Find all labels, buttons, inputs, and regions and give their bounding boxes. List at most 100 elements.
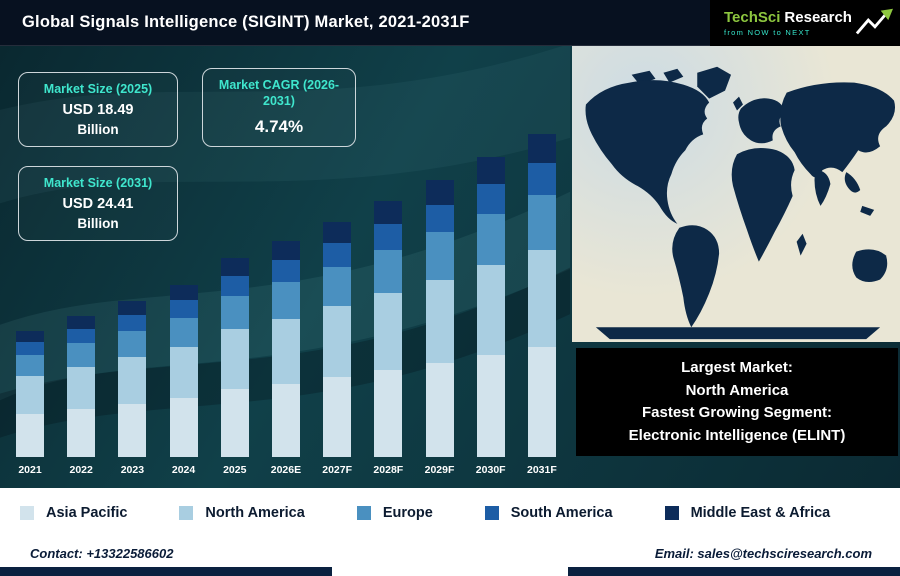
callout-line: Electronic Intelligence (ELINT): [628, 426, 846, 444]
x-axis-label: 2030F: [475, 464, 506, 476]
bar-stack: [16, 331, 44, 457]
contact-info: Contact: +13322586602: [30, 546, 174, 561]
bar-segment-south-america: [425, 204, 454, 233]
logo-brand-secondary: Research: [784, 8, 852, 26]
bar-segment-north-america: [425, 279, 454, 363]
legend-label: Asia Pacific: [46, 505, 128, 521]
world-map-image: [585, 66, 896, 340]
bar-segment-south-america: [67, 328, 96, 344]
world-map: [572, 46, 900, 342]
continent-asia: [780, 82, 896, 178]
bar-segment-asia-pacific: [16, 414, 44, 457]
bar-column-2026e: 2026E: [268, 240, 304, 476]
region-india: [814, 170, 831, 206]
bar-segment-europe: [425, 232, 454, 280]
bar-column-2021: 2021: [12, 331, 48, 476]
x-axis-label: 2029F: [424, 464, 455, 476]
footer-accent-bar-right: [568, 567, 900, 576]
continent-south-america: [672, 225, 720, 328]
x-axis-label: 2021: [18, 464, 42, 476]
bar-segment-europe: [169, 317, 198, 347]
bar-segment-asia-pacific: [169, 398, 198, 457]
bar-segment-asia-pacific: [323, 377, 352, 457]
island-united-kingdom: [733, 96, 743, 111]
logo-brand: TechSci Research: [724, 8, 852, 26]
islands-indonesia: [860, 205, 875, 216]
bar-segment-north-america: [527, 250, 556, 347]
legend-label: South America: [510, 505, 613, 521]
largest-market-callout: Largest Market: North America Fastest Gr…: [576, 348, 898, 456]
legend-swatch: [179, 506, 194, 520]
legend-item-north-america: North America: [179, 505, 305, 521]
bar-segment-south-america: [16, 342, 44, 356]
bar-segment-europe: [220, 295, 249, 330]
bar-column-2022: 2022: [63, 316, 99, 476]
bar-segment-europe: [323, 266, 352, 307]
x-axis-label: 2022: [69, 464, 93, 476]
legend-item-south-america: South America: [484, 505, 613, 521]
arctic-island: [663, 68, 684, 83]
bar-segment-europe: [16, 355, 44, 377]
bar-segment-asia-pacific: [374, 369, 403, 457]
bar-segment-asia-pacific: [425, 362, 454, 457]
bar-stack: [169, 284, 198, 457]
legend-label: Europe: [382, 505, 433, 521]
continent-australia: [852, 249, 888, 283]
stat-value: 4.74%: [254, 116, 304, 136]
legend-label: North America: [205, 505, 305, 521]
bar-segment-south-america: [527, 162, 556, 195]
bar-segment-south-america: [169, 300, 198, 318]
bar-segment-asia-pacific: [67, 409, 96, 457]
bar-column-2030f: 2030F: [473, 156, 509, 476]
x-axis-label: 2024: [171, 464, 196, 476]
legend-item-middle-east-africa: Middle East & Africa: [664, 505, 830, 521]
bar-segment-south-america: [476, 183, 505, 214]
stat-label: Market Size (2031): [43, 176, 153, 190]
bar-segment-middle-east-africa: [271, 240, 300, 261]
legend-swatch: [20, 506, 34, 520]
bar-segment-europe: [374, 249, 403, 294]
callout-line: Largest Market:: [681, 359, 793, 376]
legend-swatch: [664, 506, 679, 520]
bar-segment-middle-east-africa: [374, 200, 403, 224]
bar-segment-north-america: [67, 366, 96, 410]
bar-segment-middle-east-africa: [425, 179, 454, 205]
continent-africa: [731, 148, 795, 262]
bar-segment-middle-east-africa: [527, 133, 556, 163]
bar-column-2023: 2023: [114, 301, 150, 476]
stat-label: Market Size (2025): [43, 82, 153, 96]
bar-segment-north-america: [16, 376, 44, 415]
x-axis-label: 2023: [120, 464, 145, 476]
x-axis-label: 2031F: [526, 464, 557, 476]
page-title: Global Signals Intelligence (SIGINT) Mar…: [22, 13, 470, 31]
logo-tagline: from NOW to NEXT: [724, 27, 811, 37]
stat-value: USD 24.41: [62, 196, 134, 213]
bar-segment-asia-pacific: [476, 354, 505, 457]
legend-swatch: [356, 506, 371, 520]
bar-segment-north-america: [271, 318, 300, 384]
bar-segment-middle-east-africa: [67, 316, 96, 329]
bar-segment-middle-east-africa: [476, 156, 505, 184]
footer-bar: Contact: +13322586602 Email: sales@techs…: [0, 538, 900, 576]
bar-segment-north-america: [118, 357, 147, 405]
header-bar: Global Signals Intelligence (SIGINT) Mar…: [0, 0, 900, 46]
bar-column-2028f: 2028F: [370, 200, 406, 476]
arctic-island: [631, 70, 656, 85]
legend-item-asia-pacific: Asia Pacific: [20, 505, 127, 521]
logo-brand-primary: TechSci: [724, 8, 781, 26]
bar-segment-north-america: [169, 346, 198, 399]
bar-column-2029f: 2029F: [422, 179, 458, 476]
bar-segment-middle-east-africa: [169, 284, 198, 301]
legend-item-europe: Europe: [356, 505, 433, 521]
footer-accent-bar-left: [0, 567, 332, 576]
bar-segment-south-america: [323, 243, 352, 267]
bar-segment-asia-pacific: [220, 389, 249, 457]
bar-stack: [271, 240, 300, 457]
stat-value: USD 18.49: [62, 102, 134, 119]
bar-stack: [118, 301, 147, 457]
bar-segment-europe: [67, 343, 96, 367]
bar-segment-europe: [527, 195, 556, 250]
continent-antarctica: [595, 327, 881, 340]
bar-segment-south-america: [271, 260, 300, 282]
